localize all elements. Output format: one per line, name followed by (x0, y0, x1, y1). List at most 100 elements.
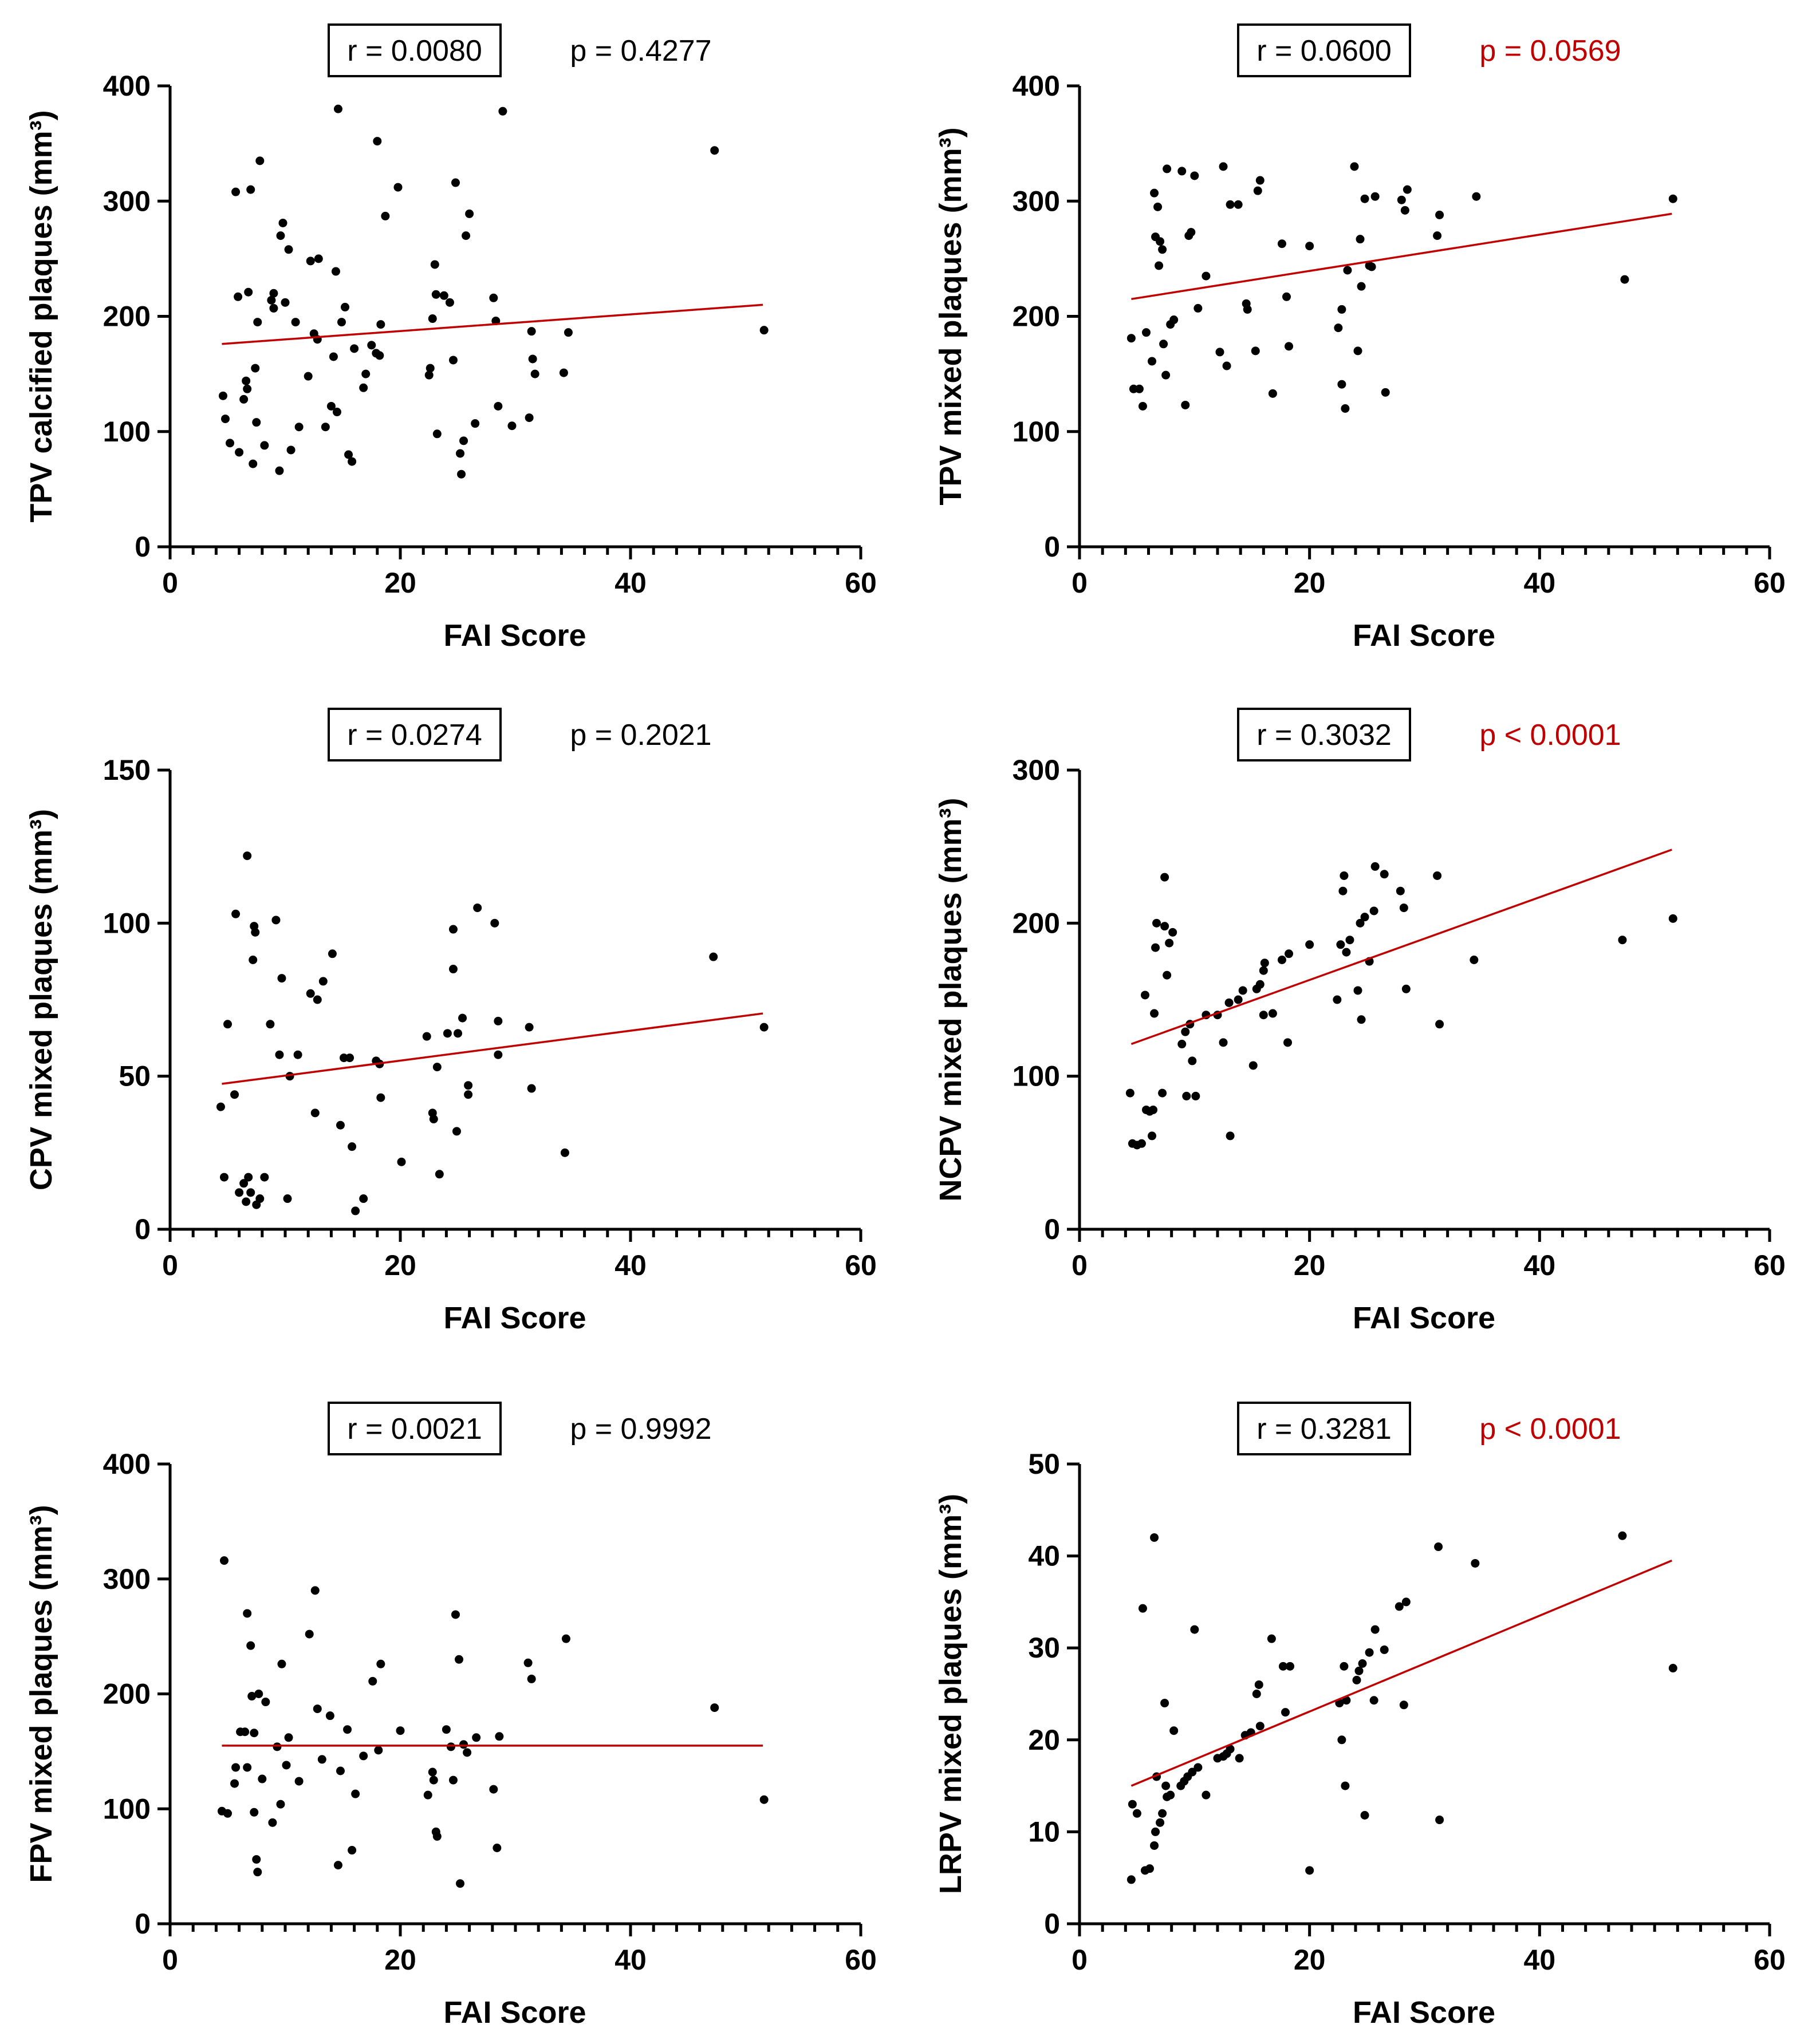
data-point (1267, 1634, 1276, 1643)
data-point (1138, 401, 1147, 411)
data-point (277, 974, 286, 983)
data-point (458, 1013, 467, 1023)
y-tick-label: 50 (119, 1060, 151, 1092)
data-point (710, 146, 719, 155)
y-axis-title: LRPV mixed plaques (mm³) (933, 1494, 968, 1894)
data-point (348, 1142, 357, 1151)
data-point (1281, 1708, 1290, 1717)
x-tick-label: 0 (162, 567, 178, 599)
data-point (1202, 271, 1211, 281)
data-point (294, 423, 304, 432)
data-point (1342, 948, 1351, 957)
data-point (1177, 1040, 1187, 1049)
r-value-box (328, 23, 502, 77)
x-tick-label: 40 (614, 1249, 647, 1281)
data-point (424, 370, 434, 380)
data-point (1160, 922, 1169, 931)
data-point (376, 1093, 385, 1102)
data-point (1226, 200, 1235, 209)
y-tick-label: 200 (103, 1678, 151, 1710)
y-tick-label: 20 (1028, 1724, 1060, 1756)
data-point (1149, 1105, 1158, 1114)
data-point (223, 1020, 232, 1029)
data-point (473, 903, 482, 913)
data-point (451, 178, 460, 187)
data-point (350, 344, 359, 353)
data-point (1253, 186, 1262, 195)
data-point (1260, 958, 1269, 968)
data-point (1286, 1662, 1295, 1671)
data-point (261, 1698, 270, 1707)
y-tick-label: 400 (103, 1448, 151, 1480)
x-tick-label: 20 (384, 1944, 416, 1976)
data-point (332, 408, 341, 417)
data-point (1380, 870, 1389, 879)
data-point (284, 245, 293, 254)
data-point (1399, 903, 1408, 913)
data-point (276, 1800, 285, 1809)
r-value-label: r = 0.0274 (347, 719, 482, 752)
data-point (244, 287, 253, 297)
data-point (1400, 206, 1409, 215)
data-point (1138, 1604, 1147, 1613)
data-point (1160, 873, 1169, 882)
data-point (1151, 943, 1160, 952)
data-point (1141, 328, 1151, 337)
y-tick-label: 400 (1013, 70, 1060, 102)
data-point (283, 1194, 292, 1203)
data-point (251, 364, 260, 373)
data-point (1255, 176, 1265, 185)
data-point (252, 418, 261, 427)
data-point (1224, 998, 1234, 1007)
y-axis-title: TPV calcified plaques (mm³) (24, 110, 58, 522)
data-point (759, 326, 769, 335)
y-tick-label: 50 (1028, 1448, 1060, 1480)
r-value-box (1237, 708, 1411, 761)
data-point (219, 1173, 229, 1182)
data-point (527, 1084, 536, 1093)
y-tick-label: 150 (103, 754, 151, 786)
panel-tpv-calcified: 0 100 200 300 400 0 20 40 60 FAI Score TPV calcifi… (24, 23, 877, 653)
data-point (448, 965, 458, 974)
data-point (216, 1102, 225, 1111)
data-point (1370, 192, 1380, 201)
data-point (304, 372, 313, 381)
data-point (243, 1763, 252, 1772)
data-point (455, 1655, 464, 1664)
data-point (231, 1763, 241, 1772)
data-point (284, 1733, 293, 1742)
y-tick-label: 200 (1013, 907, 1060, 939)
data-point (1338, 886, 1348, 895)
data-point (1182, 1091, 1191, 1100)
data-point (439, 291, 448, 300)
data-point (457, 469, 466, 479)
data-point (231, 909, 241, 918)
data-point (361, 369, 371, 378)
data-point (561, 1634, 570, 1643)
data-point (1148, 1131, 1157, 1141)
y-tick-label: 100 (1013, 416, 1060, 448)
r-value-label: r = 0.0080 (347, 34, 482, 68)
data-point (230, 1090, 239, 1099)
data-point (246, 1188, 255, 1197)
data-point (1358, 1659, 1367, 1668)
y-tick-label: 0 (1044, 1908, 1060, 1940)
data-point (1618, 1531, 1627, 1540)
r-value-label: r = 0.3281 (1256, 1412, 1392, 1446)
data-point (1158, 1088, 1167, 1098)
data-point (1238, 986, 1247, 995)
data-point (278, 218, 287, 227)
r-value-box (1237, 1402, 1411, 1455)
data-point (1283, 1038, 1293, 1047)
data-point (331, 267, 340, 276)
data-point (376, 1659, 385, 1668)
data-point (218, 391, 227, 400)
data-point (1278, 1662, 1287, 1671)
data-point (446, 1742, 455, 1751)
data-point (254, 1690, 263, 1698)
y-tick-label: 400 (103, 70, 151, 102)
data-point (1433, 231, 1442, 240)
regression-line (222, 303, 763, 345)
data-point (271, 916, 281, 925)
x-tick-label: 60 (845, 567, 877, 599)
